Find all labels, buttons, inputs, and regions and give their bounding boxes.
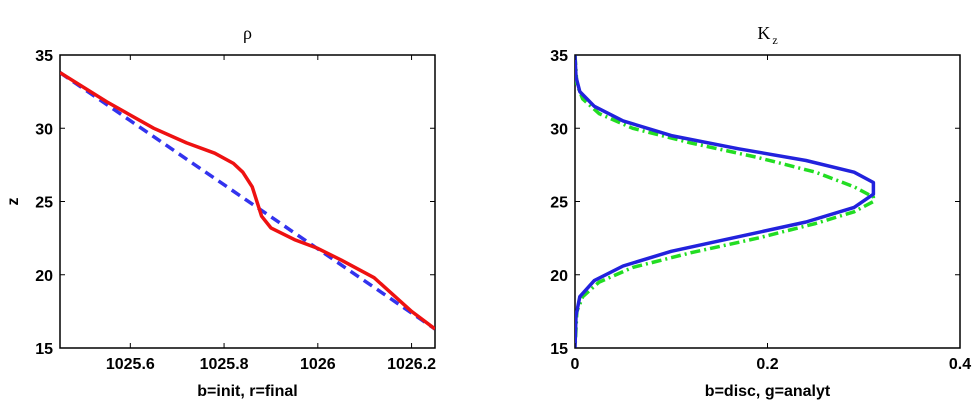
kz-series-line-1 [575,55,876,348]
kz-axes-box [574,54,961,349]
kz-y-tick-label: 30 [550,121,568,138]
density-y-tick-label: 15 [35,341,53,358]
density-y-axis-label: z [5,198,22,206]
kz-y-tick-label: 25 [550,195,568,212]
kz-y-tick-label: 20 [550,268,568,285]
kz-x-tick-label: 0.4 [949,356,971,373]
kz-panel: 0 0.2 0.4 15 20 25 30 35 b=disc, g=analyt K z [550,23,971,400]
density-y-tick-label: 20 [35,268,53,285]
kz-x-axis-label: b=disc, g=analyt [705,383,831,400]
density-title: ρ [243,23,252,43]
density-x-tick-label: 1025.6 [106,356,155,373]
kz-x-tick-label: 0 [571,356,580,373]
kz-x-tick-label: 0.2 [756,356,778,373]
density-y-tick-label: 25 [35,195,53,212]
density-title-main: ρ [243,23,252,43]
kz-y-tick-label: 35 [550,48,568,65]
kz-series-line-0 [575,55,876,348]
density-x-tick-label: 1025.8 [200,356,249,373]
density-x-axis-label: b=init, r=final [197,383,297,400]
kz-title-subscript: z [772,33,777,47]
density-series-line-1 [60,71,435,331]
kz-title-main: K [757,23,770,43]
kz-y-tick-label: 15 [550,341,568,358]
density-x-tick-label: 1026 [300,356,336,373]
density-y-tick-label: 35 [35,48,53,65]
density-series-line-0 [60,71,435,331]
density-x-tick-label: 1026.2 [387,356,436,373]
density-y-tick-label: 30 [35,121,53,138]
density-panel: 1025.6 1025.8 1026 1026.2 15 20 25 30 35 b=init, … [5,23,436,400]
